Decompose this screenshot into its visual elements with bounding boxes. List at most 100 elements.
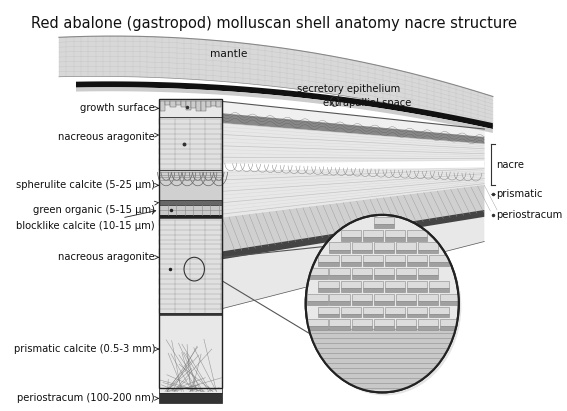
Text: green organic (5-15 μm): green organic (5-15 μm) [33, 201, 158, 215]
Polygon shape [440, 301, 460, 305]
Polygon shape [319, 314, 339, 317]
Polygon shape [396, 301, 416, 305]
Polygon shape [319, 288, 339, 292]
Polygon shape [385, 237, 405, 240]
Text: periostracum: periostracum [496, 210, 562, 220]
Polygon shape [341, 288, 361, 292]
Polygon shape [341, 281, 361, 288]
Polygon shape [396, 268, 416, 275]
Polygon shape [418, 268, 438, 275]
Text: nacreous aragonite: nacreous aragonite [58, 252, 158, 262]
Polygon shape [407, 237, 428, 240]
Polygon shape [418, 326, 438, 330]
Text: spherulite calcite (5-25 μm): spherulite calcite (5-25 μm) [16, 180, 158, 190]
Polygon shape [329, 301, 350, 305]
Polygon shape [352, 319, 372, 326]
Bar [181, 102, 186, 107]
Polygon shape [374, 319, 394, 326]
Bar [166, 102, 171, 105]
Polygon shape [396, 242, 416, 249]
Polygon shape [374, 275, 394, 279]
Polygon shape [385, 262, 405, 266]
Bar [186, 102, 191, 111]
Polygon shape [329, 268, 350, 275]
Bar [206, 102, 211, 107]
Polygon shape [440, 319, 460, 326]
Polygon shape [407, 262, 428, 266]
Polygon shape [374, 217, 394, 224]
Polygon shape [222, 123, 484, 218]
Polygon shape [418, 275, 438, 279]
Polygon shape [374, 249, 394, 253]
Text: mantle: mantle [210, 49, 248, 59]
Polygon shape [352, 268, 372, 275]
Polygon shape [307, 326, 328, 330]
Polygon shape [319, 281, 339, 288]
Polygon shape [440, 294, 460, 301]
Polygon shape [407, 230, 428, 237]
Bar [159, 312, 222, 314]
Polygon shape [418, 294, 438, 301]
Polygon shape [407, 281, 428, 288]
Bar [159, 205, 222, 215]
Bar [159, 171, 222, 200]
Polygon shape [363, 307, 383, 314]
Bar [196, 102, 201, 111]
Polygon shape [363, 255, 383, 262]
Polygon shape [363, 314, 383, 317]
Text: secretory epithelium: secretory epithelium [297, 83, 400, 99]
Polygon shape [329, 249, 350, 253]
Bar [159, 117, 222, 171]
Text: nacre: nacre [496, 159, 524, 170]
Polygon shape [363, 262, 383, 266]
Polygon shape [363, 288, 383, 292]
Polygon shape [341, 255, 361, 262]
Polygon shape [222, 102, 484, 309]
Polygon shape [309, 328, 456, 390]
Polygon shape [222, 113, 484, 144]
Bar [159, 393, 222, 403]
Polygon shape [385, 307, 405, 314]
Polygon shape [407, 307, 428, 314]
Polygon shape [396, 275, 416, 279]
Bar [159, 200, 222, 205]
Text: nacreous aragonite: nacreous aragonite [58, 132, 158, 142]
Polygon shape [76, 81, 493, 129]
Polygon shape [341, 237, 361, 240]
Polygon shape [429, 288, 450, 292]
Polygon shape [429, 255, 450, 262]
Polygon shape [396, 294, 416, 301]
Text: periostracum (100-200 nm): periostracum (100-200 nm) [18, 393, 158, 403]
Bar [159, 215, 222, 218]
Polygon shape [385, 230, 405, 237]
Polygon shape [307, 275, 328, 279]
Polygon shape [374, 301, 394, 305]
Bar [191, 102, 196, 108]
Polygon shape [396, 319, 416, 326]
Bar [159, 314, 222, 393]
Polygon shape [418, 242, 438, 249]
Polygon shape [222, 102, 484, 137]
Polygon shape [222, 161, 484, 171]
Circle shape [306, 215, 459, 393]
Polygon shape [341, 230, 361, 237]
Polygon shape [429, 281, 450, 288]
Polygon shape [352, 294, 372, 301]
Polygon shape [407, 314, 428, 317]
Polygon shape [59, 36, 493, 126]
Polygon shape [374, 326, 394, 330]
Polygon shape [352, 275, 372, 279]
Polygon shape [319, 255, 339, 262]
Polygon shape [76, 87, 493, 133]
Text: prismatic calcite (0.5-3 mm): prismatic calcite (0.5-3 mm) [14, 344, 158, 354]
Polygon shape [341, 314, 361, 317]
Bar [159, 218, 222, 312]
Polygon shape [396, 326, 416, 330]
Polygon shape [352, 249, 372, 253]
Bar [160, 102, 166, 111]
Polygon shape [352, 242, 372, 249]
Polygon shape [407, 255, 428, 262]
Bar [201, 102, 206, 111]
Polygon shape [429, 314, 450, 317]
Polygon shape [341, 307, 361, 314]
